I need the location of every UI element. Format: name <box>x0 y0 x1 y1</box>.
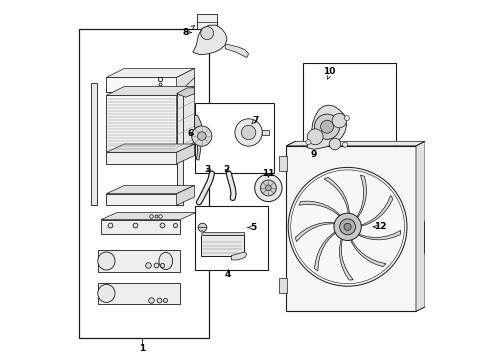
Polygon shape <box>106 144 195 152</box>
Circle shape <box>334 213 361 240</box>
Polygon shape <box>231 252 247 260</box>
Circle shape <box>242 125 256 140</box>
Polygon shape <box>358 195 393 227</box>
Circle shape <box>320 120 334 133</box>
Text: 7: 7 <box>253 116 259 125</box>
Text: 4: 4 <box>224 270 231 279</box>
Bar <box>176 94 183 205</box>
Bar <box>98 250 180 272</box>
Polygon shape <box>349 237 386 267</box>
Polygon shape <box>299 201 343 219</box>
Polygon shape <box>315 230 339 271</box>
Bar <box>286 146 416 311</box>
Polygon shape <box>176 185 195 205</box>
Bar <box>424 221 432 253</box>
Bar <box>101 220 180 234</box>
Bar <box>201 232 244 235</box>
Polygon shape <box>340 235 353 280</box>
Text: 5: 5 <box>250 223 257 232</box>
Bar <box>201 235 244 256</box>
Bar <box>106 152 176 164</box>
Bar <box>279 156 287 171</box>
Circle shape <box>307 129 323 145</box>
Circle shape <box>261 180 276 196</box>
Text: 8: 8 <box>182 28 188 37</box>
Text: 6: 6 <box>187 129 194 138</box>
Circle shape <box>306 140 311 145</box>
Circle shape <box>340 219 356 235</box>
Polygon shape <box>286 141 425 146</box>
Bar <box>91 83 98 205</box>
Circle shape <box>255 174 282 202</box>
Circle shape <box>332 113 346 128</box>
Circle shape <box>288 167 407 286</box>
Circle shape <box>315 114 340 139</box>
Circle shape <box>197 132 206 140</box>
Bar <box>197 14 217 29</box>
Circle shape <box>291 170 404 284</box>
Circle shape <box>198 223 207 232</box>
Polygon shape <box>101 212 196 220</box>
Polygon shape <box>176 88 195 97</box>
Bar <box>98 283 180 304</box>
Polygon shape <box>176 77 195 151</box>
Bar <box>195 103 274 173</box>
Ellipse shape <box>98 284 115 302</box>
Circle shape <box>343 142 347 147</box>
Text: 2: 2 <box>223 165 229 174</box>
Ellipse shape <box>98 252 115 270</box>
Polygon shape <box>307 105 346 149</box>
Circle shape <box>266 185 271 191</box>
Polygon shape <box>324 177 349 217</box>
Polygon shape <box>355 230 401 240</box>
Polygon shape <box>416 141 425 311</box>
Text: 12: 12 <box>374 222 387 231</box>
Bar <box>262 130 270 135</box>
Polygon shape <box>225 44 248 58</box>
Bar <box>106 95 176 151</box>
Circle shape <box>201 27 214 40</box>
Text: 1: 1 <box>139 344 146 353</box>
Bar <box>106 77 176 92</box>
Bar <box>303 63 396 164</box>
Polygon shape <box>176 68 195 92</box>
Ellipse shape <box>159 252 172 270</box>
Polygon shape <box>176 144 195 164</box>
Circle shape <box>329 138 341 150</box>
Polygon shape <box>355 175 367 220</box>
Circle shape <box>192 126 212 146</box>
Bar <box>106 194 176 205</box>
Polygon shape <box>106 185 195 194</box>
Bar <box>195 206 269 270</box>
Bar <box>279 278 287 293</box>
Bar <box>79 29 209 338</box>
Circle shape <box>235 119 262 146</box>
Circle shape <box>344 223 351 230</box>
Text: 3: 3 <box>205 165 211 174</box>
Circle shape <box>344 116 349 121</box>
Text: 10: 10 <box>323 68 336 77</box>
Text: 11: 11 <box>262 169 275 178</box>
Polygon shape <box>195 115 202 160</box>
Polygon shape <box>106 68 195 77</box>
Polygon shape <box>193 25 227 55</box>
Text: 9: 9 <box>310 150 317 159</box>
Polygon shape <box>295 222 338 242</box>
Polygon shape <box>106 86 195 95</box>
